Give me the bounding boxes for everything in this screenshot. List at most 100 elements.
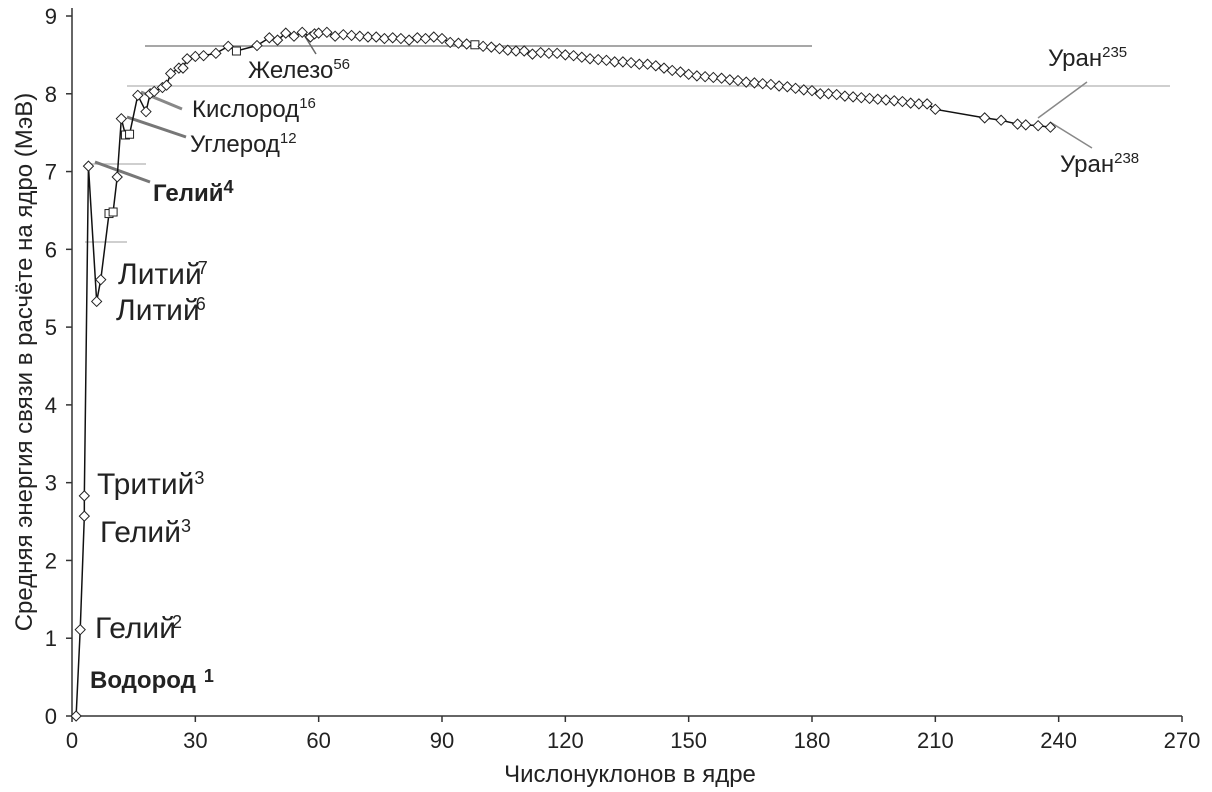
data-point — [177, 62, 189, 74]
data-point — [386, 32, 399, 44]
label-helium3: Гелий3 — [100, 516, 191, 549]
data-point — [132, 89, 144, 102]
data-point — [863, 92, 876, 105]
data-point — [452, 37, 465, 49]
x-tick-label: 150 — [670, 728, 707, 753]
data-point — [395, 32, 407, 45]
carbon-leader — [126, 115, 187, 139]
data-point — [493, 42, 506, 55]
data-point — [617, 56, 629, 68]
data-point — [781, 81, 794, 93]
data-point — [82, 160, 95, 172]
x-tick-label: 120 — [547, 728, 584, 753]
data-point — [641, 58, 654, 70]
x-tick-label: 90 — [430, 728, 454, 753]
x-axis-title: Числонуклонов в ядре — [504, 761, 756, 788]
data-point — [477, 40, 489, 53]
data-point — [210, 47, 222, 60]
data-point — [740, 76, 752, 88]
data-point — [95, 273, 107, 286]
data-point — [592, 53, 604, 66]
label-lithium6: Литий6 — [116, 294, 206, 327]
data-point — [280, 27, 292, 39]
data-point — [625, 56, 637, 69]
data-point — [125, 129, 135, 139]
data-point — [115, 112, 128, 125]
data-point — [543, 47, 555, 60]
data-point — [370, 31, 382, 43]
data-point — [724, 74, 736, 86]
uranium238-leader — [1049, 121, 1093, 149]
data-point — [470, 40, 480, 50]
data-point — [74, 623, 86, 636]
data-point — [822, 88, 835, 100]
data-point — [748, 77, 761, 89]
data-point — [872, 93, 884, 105]
data-point — [600, 54, 613, 67]
data-point — [362, 31, 374, 43]
data-point — [674, 66, 687, 78]
x-tick-label: 30 — [183, 728, 207, 753]
data-point — [798, 84, 810, 96]
data-point — [321, 26, 333, 39]
data-point — [847, 91, 859, 103]
data-point — [444, 36, 456, 49]
y-tick-label: 3 — [45, 471, 57, 496]
data-point — [111, 171, 123, 183]
y-tick-label: 8 — [45, 82, 57, 107]
data-point — [1044, 121, 1057, 133]
data-point — [485, 41, 498, 53]
y-tick-label: 0 — [45, 704, 57, 729]
data-point — [765, 78, 777, 91]
data-point — [707, 71, 720, 84]
data-point — [419, 32, 432, 45]
data-point — [921, 98, 933, 110]
data-point — [1011, 118, 1024, 130]
data-point — [534, 46, 547, 59]
data-point — [90, 295, 103, 308]
x-tick-label: 270 — [1164, 728, 1201, 753]
y-tick-label: 6 — [45, 237, 57, 262]
x-tick-label: 180 — [794, 728, 831, 753]
x-tick-label: 240 — [1040, 728, 1077, 753]
data-point — [913, 98, 925, 110]
y-tick-label: 1 — [45, 626, 57, 651]
data-point — [70, 710, 82, 722]
data-point — [633, 58, 646, 70]
data-point — [222, 40, 234, 53]
data-point — [691, 70, 703, 82]
data-point — [148, 85, 160, 98]
label-tritium: Тритий3 — [97, 468, 204, 501]
helium4-leader — [94, 160, 151, 184]
label-carbon: Углерод12 — [190, 130, 297, 158]
data-point — [428, 31, 440, 43]
label-oxygen: Кислород16 — [192, 95, 316, 123]
data-point — [231, 46, 241, 56]
data-point — [608, 56, 621, 68]
data-point — [160, 79, 173, 91]
y-tick-label: 5 — [45, 315, 57, 340]
x-tick-label: 0 — [66, 728, 78, 753]
x-tick-label: 210 — [917, 728, 954, 753]
y-tick-label: 4 — [45, 393, 57, 418]
data-point — [502, 44, 514, 56]
label-helium4: Гелий4 — [153, 177, 234, 207]
label-uranium238: Уран238 — [1060, 150, 1139, 178]
label-lithium7: Литий7 — [118, 258, 208, 291]
data-point — [460, 38, 473, 50]
data-point — [773, 80, 785, 92]
data-point — [108, 207, 118, 217]
data-point — [411, 32, 424, 44]
data-point — [189, 50, 202, 63]
uranium235-leader — [1037, 81, 1088, 119]
data-point — [666, 64, 678, 77]
data-point — [715, 72, 728, 84]
label-hydrogen: Водород 1 — [90, 666, 214, 694]
data-point — [518, 45, 530, 57]
y-tick-label: 2 — [45, 548, 57, 573]
data-point — [140, 105, 152, 118]
data-point — [995, 114, 1007, 126]
data-point — [78, 510, 91, 522]
data-point — [403, 34, 415, 46]
